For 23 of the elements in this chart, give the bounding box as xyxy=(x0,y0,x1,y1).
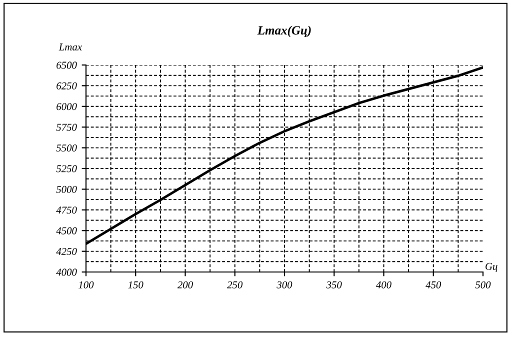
y-axis-title: Lmax xyxy=(58,44,82,50)
y-tick-label: 5500 xyxy=(56,144,77,152)
chart-title: Lmax(Gц) xyxy=(257,26,311,38)
y-tick-label: 4000 xyxy=(56,268,77,276)
y-tick-label: 4750 xyxy=(56,206,77,214)
x-tick-label: 150 xyxy=(128,281,144,288)
x-tick-label: 200 xyxy=(177,281,193,288)
x-axis-title: Gц xyxy=(486,262,498,272)
y-tick-label: 6250 xyxy=(56,82,77,90)
y-tick-label: 5750 xyxy=(56,124,77,131)
y-tick-label: 4250 xyxy=(56,248,77,256)
x-tick-label: 100 xyxy=(78,281,94,288)
y-tick-label: 4500 xyxy=(56,227,77,234)
x-tick-label: 500 xyxy=(475,281,491,288)
x-tick-label: 400 xyxy=(376,281,392,288)
y-tick-label: 6500 xyxy=(56,62,77,69)
x-tick-label: 350 xyxy=(326,281,342,288)
x-tick-label: 250 xyxy=(227,281,243,288)
x-tick-label: 450 xyxy=(426,281,442,288)
y-tick-label: 6000 xyxy=(56,103,77,110)
y-tick-label: 5250 xyxy=(56,165,77,172)
y-tick-label: 5000 xyxy=(56,186,77,193)
x-tick-label: 300 xyxy=(276,281,292,288)
